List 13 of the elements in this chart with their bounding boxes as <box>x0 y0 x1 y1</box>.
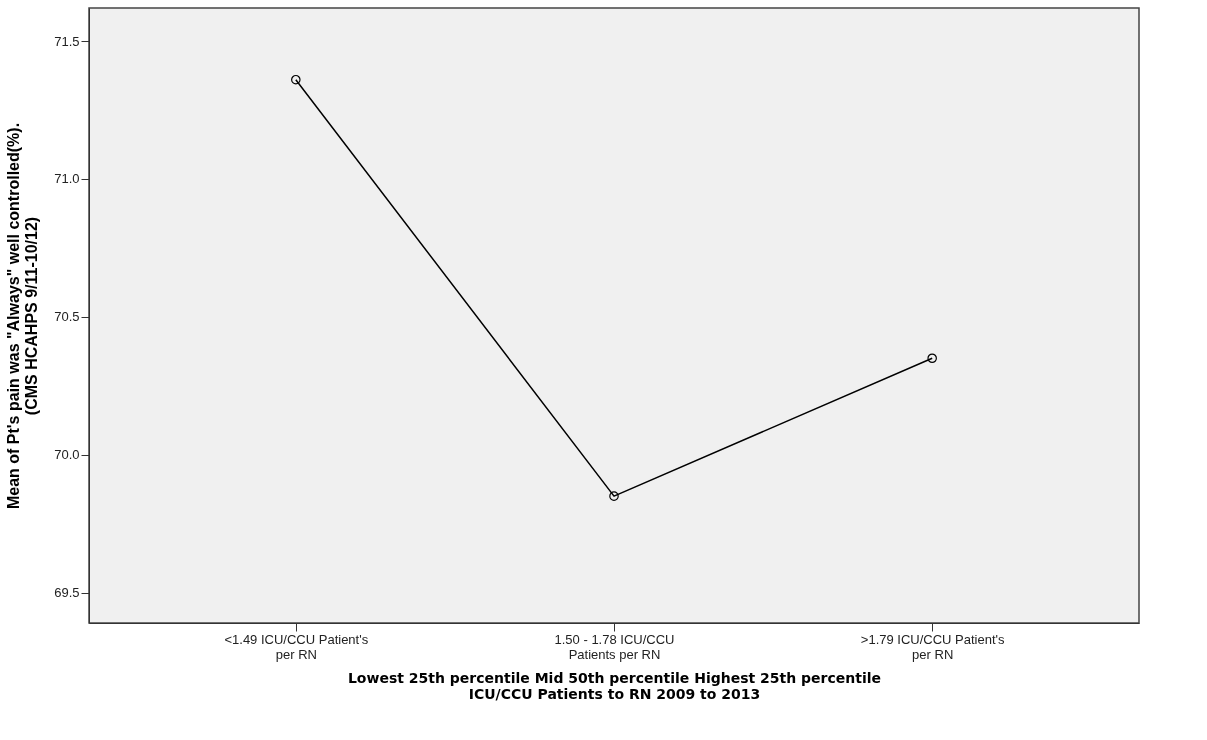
y-tick-label: 71.0 <box>54 171 80 187</box>
point <box>927 353 937 364</box>
y-tick-label: 71.5 <box>54 33 80 49</box>
point <box>291 74 301 85</box>
point <box>609 491 619 501</box>
x-axis-title: Lowest 25th percentile Mid 50th percentile Highest 25th percentile ICU/CCU Patients to RN 2009 to 2013 <box>347 669 882 702</box>
x-tick-label: 1.50 - 1.78 ICU/CCU Patients per RN <box>554 631 675 662</box>
x-tick-label: <1.49 ICU/CCU Patient's per RN <box>224 631 369 662</box>
y-tick-label: 69.5 <box>54 585 80 601</box>
x-tick-label: >1.79 ICU/CCU Patient's per RN <box>860 631 1006 662</box>
y-tick-label: 70.0 <box>54 447 80 463</box>
y-tick-label: 70.5 <box>54 309 80 325</box>
y-axis-title: Mean of Pt's pain was "Always" well controlled(%). (CMS HCAHPS 9/11-10/12) <box>5 122 41 510</box>
